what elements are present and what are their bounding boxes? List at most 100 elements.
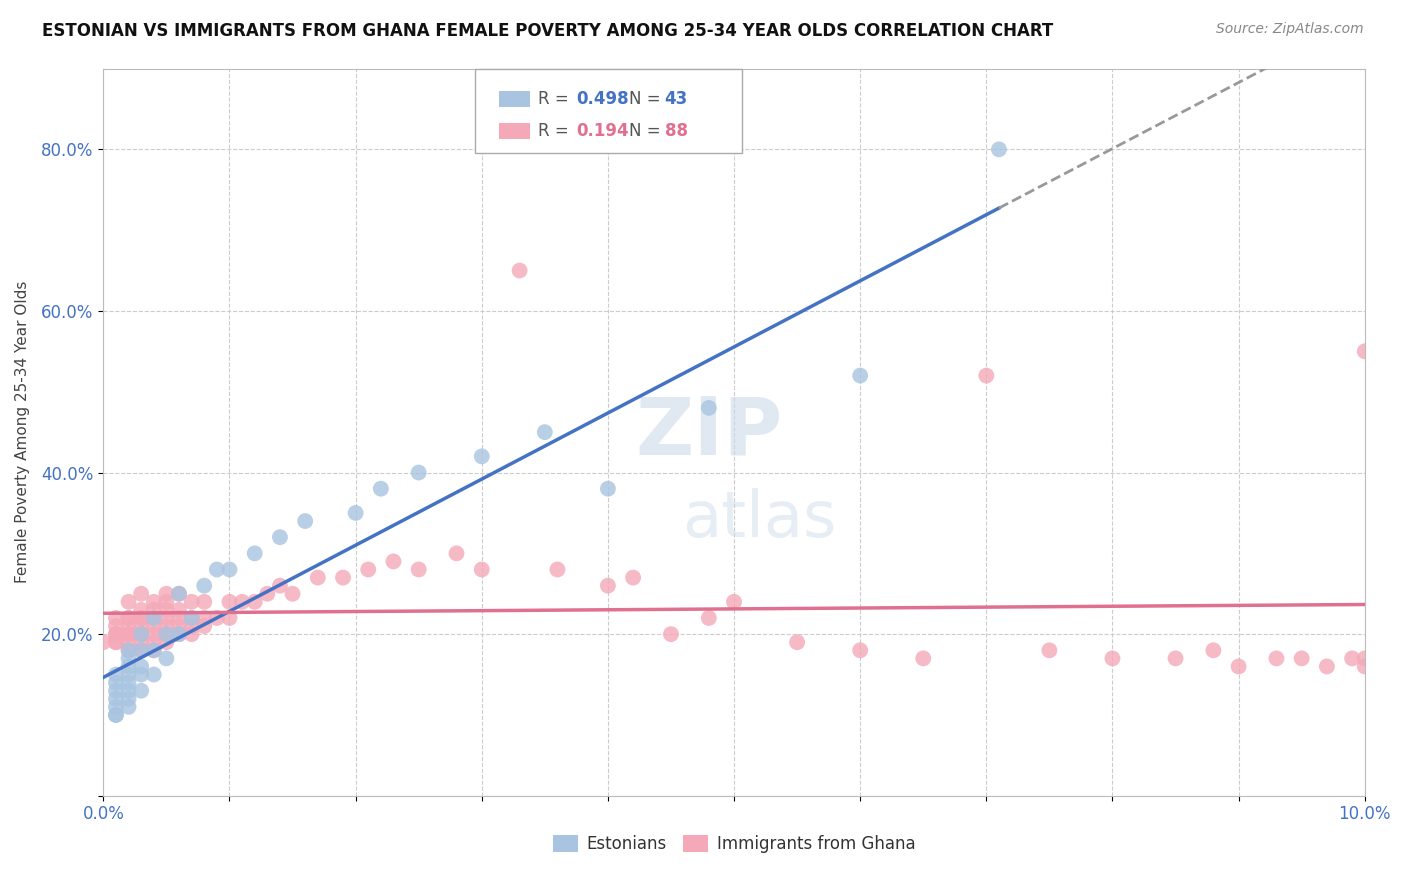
Point xyxy=(129,627,152,641)
Point xyxy=(142,635,165,649)
Point xyxy=(697,401,720,415)
Point xyxy=(155,627,177,641)
Point xyxy=(621,571,644,585)
Point xyxy=(117,691,139,706)
Point xyxy=(1354,651,1376,665)
Point xyxy=(104,708,127,723)
Point xyxy=(129,587,152,601)
Point xyxy=(167,603,190,617)
Point xyxy=(167,611,190,625)
Point xyxy=(723,595,745,609)
Point xyxy=(117,675,139,690)
Point xyxy=(471,562,494,576)
Point xyxy=(1202,643,1225,657)
Point xyxy=(697,611,720,625)
Point xyxy=(1291,651,1313,665)
Point xyxy=(546,562,568,576)
Point xyxy=(129,643,152,657)
Point xyxy=(117,619,139,633)
Text: 0.194: 0.194 xyxy=(576,122,628,140)
Point xyxy=(117,659,139,673)
Point xyxy=(129,667,152,681)
Point xyxy=(509,263,531,277)
Point xyxy=(180,595,202,609)
Text: ESTONIAN VS IMMIGRANTS FROM GHANA FEMALE POVERTY AMONG 25-34 YEAR OLDS CORRELATI: ESTONIAN VS IMMIGRANTS FROM GHANA FEMALE… xyxy=(42,22,1053,40)
Text: 0.498: 0.498 xyxy=(576,90,628,108)
Point xyxy=(987,142,1010,156)
Point xyxy=(104,675,127,690)
Point xyxy=(471,450,494,464)
Point xyxy=(294,514,316,528)
Point xyxy=(1316,659,1339,673)
Point xyxy=(193,595,215,609)
Point xyxy=(180,611,202,625)
Point xyxy=(142,603,165,617)
Point xyxy=(142,619,165,633)
Point xyxy=(104,619,127,633)
Text: 43: 43 xyxy=(665,90,688,108)
Point xyxy=(142,611,165,625)
Point xyxy=(117,651,139,665)
Text: R =: R = xyxy=(538,122,574,140)
Point xyxy=(269,530,291,544)
Point xyxy=(117,643,139,657)
Legend: Estonians, Immigrants from Ghana: Estonians, Immigrants from Ghana xyxy=(547,829,922,860)
Point xyxy=(104,627,127,641)
Point xyxy=(129,635,152,649)
Point xyxy=(218,611,240,625)
Point xyxy=(129,619,152,633)
Point xyxy=(104,627,127,641)
Point xyxy=(117,627,139,641)
Point xyxy=(104,667,127,681)
Point xyxy=(142,667,165,681)
Text: R =: R = xyxy=(538,90,574,108)
Point xyxy=(142,627,165,641)
Point xyxy=(167,627,190,641)
Point xyxy=(408,562,430,576)
Point xyxy=(129,659,152,673)
Point xyxy=(218,595,240,609)
Point xyxy=(344,506,367,520)
Point xyxy=(849,643,872,657)
Point xyxy=(117,683,139,698)
Point xyxy=(117,611,139,625)
Point xyxy=(117,627,139,641)
Point xyxy=(180,627,202,641)
Point xyxy=(117,643,139,657)
Point xyxy=(243,546,266,560)
Point xyxy=(786,635,808,649)
Point xyxy=(104,635,127,649)
Point xyxy=(142,611,165,625)
Point xyxy=(155,651,177,665)
Point xyxy=(104,635,127,649)
Point xyxy=(117,595,139,609)
Point xyxy=(243,595,266,609)
Point xyxy=(155,587,177,601)
Point xyxy=(408,466,430,480)
Point xyxy=(142,595,165,609)
Point xyxy=(129,627,152,641)
Point xyxy=(155,627,177,641)
Point xyxy=(117,611,139,625)
Text: N =: N = xyxy=(630,90,666,108)
Point xyxy=(370,482,392,496)
Point xyxy=(534,425,557,439)
Point xyxy=(1265,651,1288,665)
Point xyxy=(104,708,127,723)
Point xyxy=(307,571,329,585)
Point xyxy=(1341,651,1364,665)
Point xyxy=(382,554,405,568)
Point xyxy=(193,619,215,633)
Point xyxy=(104,683,127,698)
Text: N =: N = xyxy=(630,122,666,140)
Text: 88: 88 xyxy=(665,122,688,140)
Point xyxy=(231,595,253,609)
Point xyxy=(1038,643,1060,657)
Text: Source: ZipAtlas.com: Source: ZipAtlas.com xyxy=(1216,22,1364,37)
Point xyxy=(104,691,127,706)
Point xyxy=(659,627,682,641)
Point xyxy=(1354,659,1376,673)
Point xyxy=(332,571,354,585)
Point xyxy=(129,643,152,657)
Point xyxy=(1164,651,1187,665)
